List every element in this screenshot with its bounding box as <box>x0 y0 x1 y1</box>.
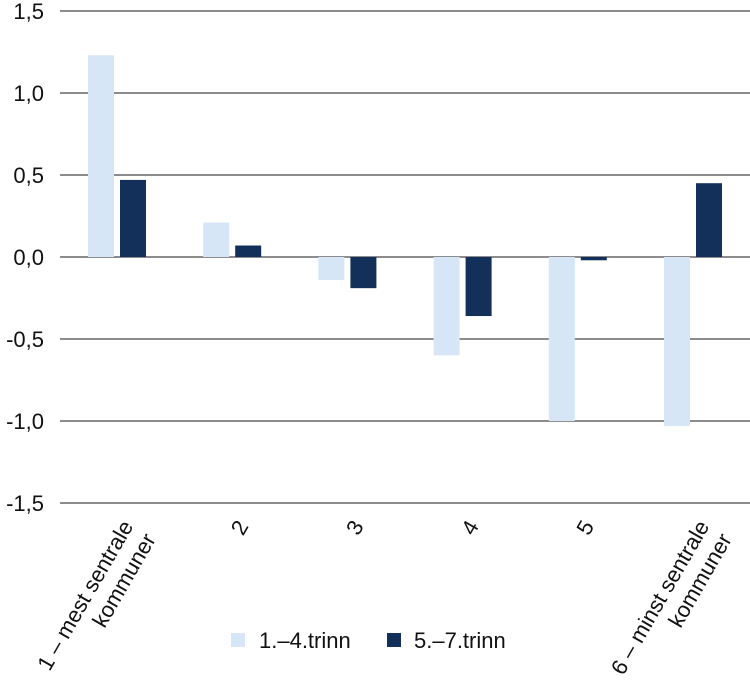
x-tick-label-line: 5 <box>571 516 599 539</box>
legend-label-series-2: 5.–7.trinn <box>414 628 506 653</box>
y-tick-label: -1,5 <box>6 491 44 516</box>
y-axis-ticks: -1,5 -1,0 -0,5 0,0 0,5 1,0 1,5 <box>6 0 44 516</box>
y-tick-label: 1,0 <box>13 81 44 106</box>
y-tick-label: 0,0 <box>13 245 44 270</box>
bar-series-2 <box>120 179 146 257</box>
legend-label-series-1: 1.–4.trinn <box>259 628 351 653</box>
bar-series-2 <box>580 257 607 261</box>
bar-series-1 <box>664 257 690 426</box>
x-tick-label-line: 4 <box>456 516 484 539</box>
gridlines <box>60 10 750 504</box>
bar-series-2 <box>350 257 377 289</box>
y-tick-label: 0,5 <box>13 163 44 188</box>
y-tick-label: -1,0 <box>6 409 44 434</box>
bar-series-1 <box>433 257 460 356</box>
bar-series-1 <box>88 55 114 257</box>
bar-series-2 <box>696 183 722 257</box>
x-tick-label: 5 <box>571 516 599 539</box>
bar-series-2 <box>235 245 262 257</box>
legend: 1.–4.trinn 5.–7.trinn <box>231 628 506 653</box>
bar-series-2 <box>465 257 492 317</box>
x-tick-label: 3 <box>341 516 369 539</box>
x-tick-label: 2 <box>226 516 254 539</box>
bar-series-1 <box>203 222 230 257</box>
legend-swatch-series-1 <box>231 633 245 647</box>
bar-series-1 <box>548 257 575 421</box>
x-tick-label-line: 2 <box>226 516 254 539</box>
y-tick-label: -0,5 <box>6 327 44 352</box>
x-tick-label: 4 <box>456 516 484 539</box>
x-tick-label-line: 3 <box>341 516 369 539</box>
bar-series-1 <box>318 257 345 280</box>
y-tick-label: 1,5 <box>13 0 44 24</box>
legend-swatch-series-2 <box>387 633 401 647</box>
bars <box>88 55 722 426</box>
